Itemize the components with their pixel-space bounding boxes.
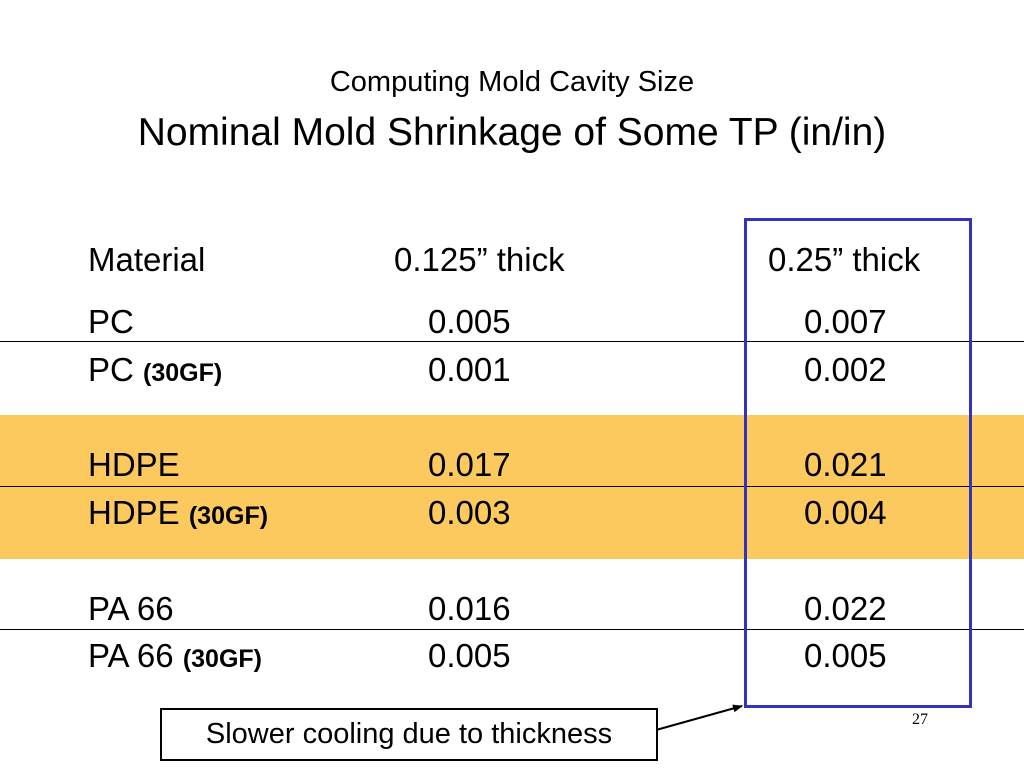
table-row-material: PC (30GF) [88, 351, 223, 388]
table-row-material: PC [88, 303, 134, 340]
table-row-material: PA 66 [88, 590, 174, 627]
table-row-thick: 0.002 [804, 351, 887, 388]
table-row-material: HDPE [88, 446, 180, 483]
table-row-material: HDPE (30GF) [88, 494, 269, 531]
row-divider [0, 341, 1024, 342]
slide-title: Computing Mold Cavity Size [329, 66, 695, 98]
table-row-thick: 0.022 [804, 590, 887, 627]
table-row-material: PA 66 (30GF) [88, 637, 262, 674]
header-thin: 0.125” thick [394, 241, 565, 278]
table-row-thick: 0.004 [804, 494, 887, 531]
table-row-thin: 0.005 [428, 303, 511, 340]
table-row-thick: 0.021 [804, 446, 887, 483]
table-row-thin: 0.003 [428, 494, 511, 531]
slide-subtitle: Nominal Mold Shrinkage of Some TP (in/in… [137, 111, 887, 154]
page-number: 27 [912, 711, 928, 728]
row-divider [0, 486, 1024, 487]
thick-column-highlight-box [744, 218, 972, 708]
header-material: Material [88, 241, 206, 278]
table-row-thick: 0.007 [804, 303, 887, 340]
table-row-thin: 0.005 [428, 637, 511, 674]
callout-box: Slower cooling due to thickness [160, 708, 658, 761]
qualifier: (30GF) [143, 359, 223, 387]
table-row-thick: 0.005 [804, 637, 887, 674]
table-row-thin: 0.017 [428, 446, 511, 483]
hdpe-highlight-band [0, 415, 1024, 559]
qualifier: (30GF) [182, 645, 262, 673]
row-divider [0, 629, 1024, 630]
header-thick: 0.25” thick [768, 241, 921, 278]
qualifier: (30GF) [188, 502, 269, 530]
table-row-thin: 0.016 [428, 590, 511, 627]
table-row-thin: 0.001 [428, 351, 511, 388]
